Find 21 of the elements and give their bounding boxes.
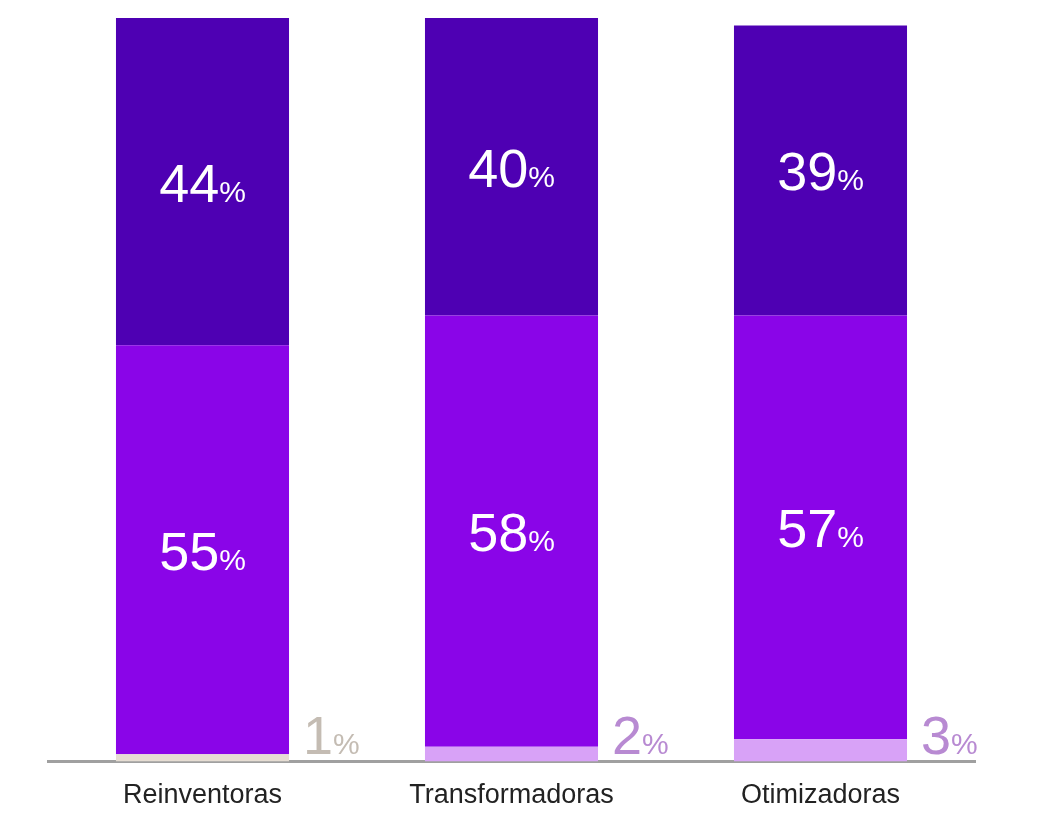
bar — [424, 746, 599, 762]
data-label: 55% — [159, 520, 246, 581]
data-label: 3% — [921, 704, 978, 765]
x-tick-label: Reinventoras — [122, 779, 283, 810]
bar — [733, 25, 908, 316]
x-tick-label: Otimizadoras — [740, 779, 901, 810]
data-label: 57% — [777, 498, 864, 559]
data-label: 40% — [468, 137, 555, 198]
data-label: 39% — [777, 141, 864, 202]
bar — [115, 754, 290, 762]
data-label: 2% — [612, 704, 669, 765]
data-label: 1% — [303, 704, 360, 765]
bar — [424, 315, 599, 747]
bar — [424, 18, 599, 316]
data-label: 44% — [159, 152, 246, 213]
data-label: 58% — [468, 502, 555, 563]
bar — [115, 345, 290, 755]
x-tick-label: Transformadoras — [409, 779, 614, 810]
bar — [733, 315, 908, 740]
bar — [733, 739, 908, 762]
bar — [115, 18, 290, 346]
